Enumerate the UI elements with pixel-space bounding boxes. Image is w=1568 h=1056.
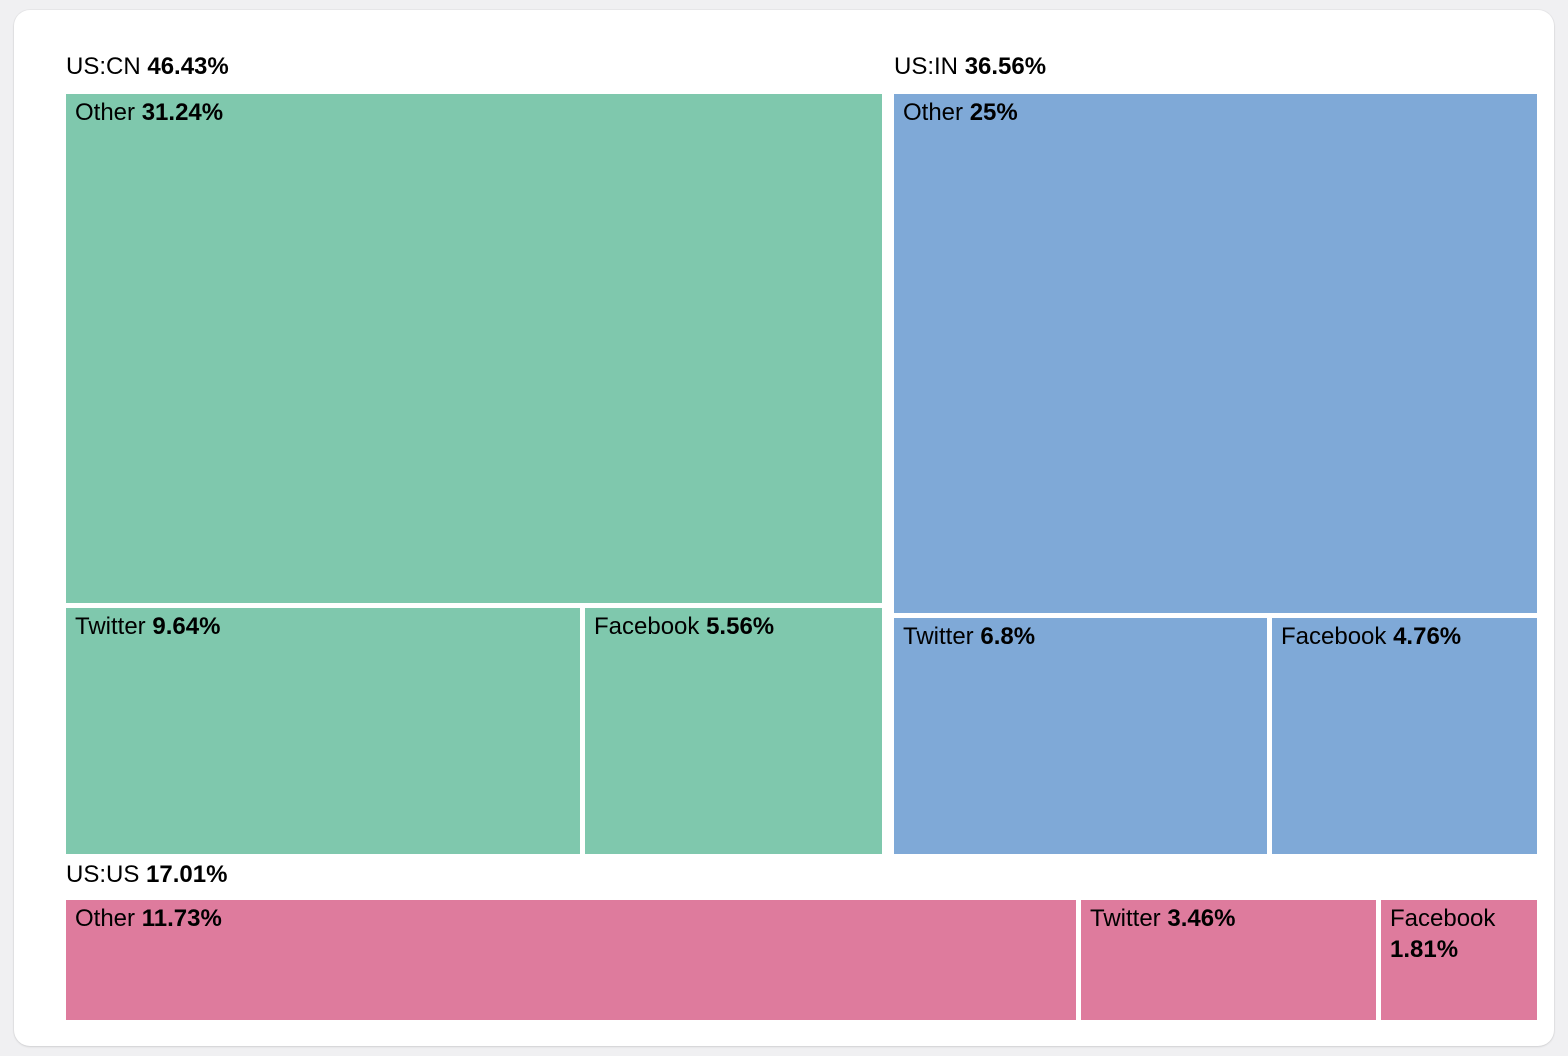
cell-name: Other <box>75 99 136 126</box>
cell-name: Other <box>903 99 964 126</box>
group-name: US:US <box>66 861 140 888</box>
cell-name: Twitter <box>1090 905 1161 932</box>
cell-value: 11.73% <box>141 905 222 932</box>
group-header-us-in[interactable]: US:IN 36.56% <box>894 52 1046 82</box>
treemap-cell-us-in-twitter[interactable]: Twitter 6.8% <box>894 618 1267 854</box>
treemap-cell-us-cn-other[interactable]: Other 31.24% <box>66 94 882 603</box>
cell-name: Twitter <box>75 613 146 640</box>
cell-name: Other <box>75 905 136 932</box>
cell-value: 4.76% <box>1393 623 1462 650</box>
cell-name: Twitter <box>903 623 974 650</box>
treemap-cell-us-us-facebook[interactable]: Facebook 1.81% <box>1381 900 1537 1020</box>
group-header-us-us[interactable]: US:US 17.01% <box>66 860 227 890</box>
cell-name: Facebook <box>1390 905 1496 932</box>
cell-value: 25% <box>969 99 1018 126</box>
group-name: US:IN <box>894 53 959 80</box>
treemap-cell-us-us-other[interactable]: Other 11.73% <box>66 900 1076 1020</box>
cell-value: 5.56% <box>706 613 775 640</box>
group-value: 17.01% <box>146 861 228 888</box>
treemap-cell-us-cn-twitter[interactable]: Twitter 9.64% <box>66 608 580 854</box>
treemap-cell-us-cn-facebook[interactable]: Facebook 5.56% <box>585 608 882 854</box>
cell-value: 9.64% <box>152 613 221 640</box>
treemap-cell-us-in-other[interactable]: Other 25% <box>894 94 1537 613</box>
group-value: 46.43% <box>147 53 229 80</box>
cell-name: Facebook <box>594 613 700 640</box>
group-name: US:CN <box>66 53 141 80</box>
cell-value: 1.81% <box>1390 936 1459 963</box>
chart-card: US:CN 46.43% US:IN 36.56% US:US 17.01% O… <box>14 10 1554 1046</box>
cell-value: 6.8% <box>980 623 1036 650</box>
cell-value: 3.46% <box>1167 905 1236 932</box>
treemap-cell-us-in-facebook[interactable]: Facebook 4.76% <box>1272 618 1537 854</box>
group-header-us-cn[interactable]: US:CN 46.43% <box>66 52 229 82</box>
cell-name: Facebook <box>1281 623 1387 650</box>
group-value: 36.56% <box>964 53 1047 80</box>
cell-value: 31.24% <box>141 99 224 126</box>
treemap-cell-us-us-twitter[interactable]: Twitter 3.46% <box>1081 900 1376 1020</box>
